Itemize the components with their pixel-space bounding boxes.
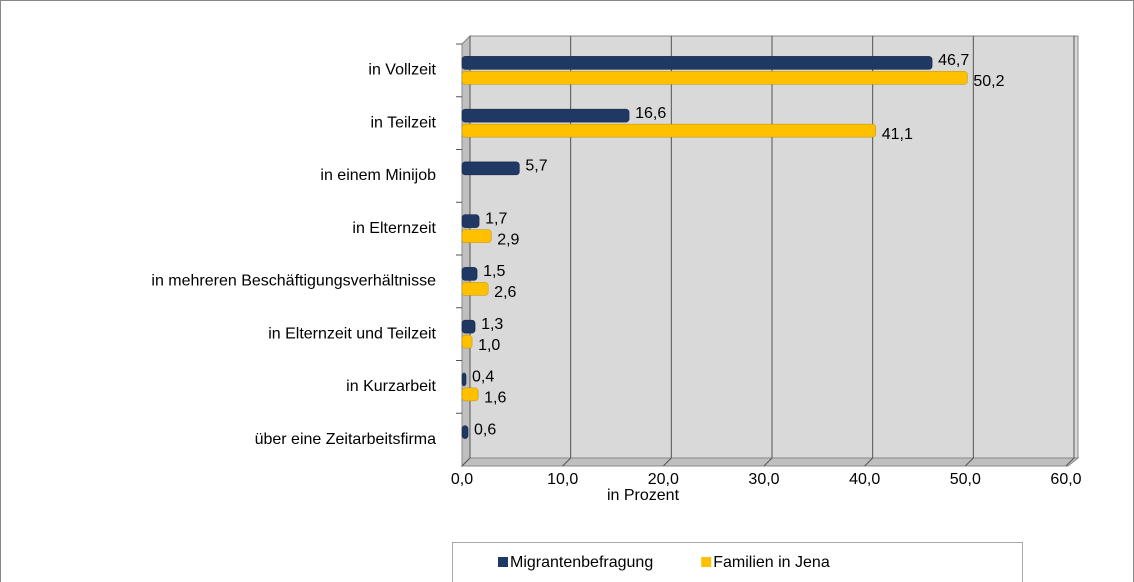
tick-mark [1065,457,1075,467]
value-label: 5,7 [525,158,547,175]
legend [452,542,1023,582]
value-label: 1,5 [483,263,505,280]
value-label: 50,2 [973,73,1004,90]
value-label: 46,7 [938,52,969,69]
value-label: 0,4 [472,369,494,386]
legend-label: Familien in Jena [713,554,830,571]
value-label: 1,6 [484,390,506,407]
y-tick-label: in Elternzeit und Teilzeit [268,325,436,342]
x-tick-label: 20,0 [648,471,679,488]
x-tick-label: 10,0 [547,471,578,488]
bar [461,123,876,138]
bar [461,319,476,334]
y-tick-label: in einem Minijob [320,167,436,184]
x-axis-label: in Prozent [607,487,680,504]
value-label: 0,6 [474,421,496,438]
tick-mark [964,457,974,467]
tick-mark [763,457,773,467]
x-tick-label: 40,0 [849,471,880,488]
value-label: 2,6 [494,284,516,301]
value-label: 16,6 [635,105,666,122]
bar [461,267,478,281]
value-label: 2,9 [497,231,519,248]
x-tick-label: 30,0 [748,471,779,488]
bar [461,56,933,70]
floor [460,457,1080,467]
legend-label: Migrantenbefragung [510,554,653,571]
value-label: 1,3 [481,316,503,333]
y-tick-label: in Elternzeit [352,220,436,237]
bar [461,161,520,176]
y-tick-label: in Teilzeit [370,114,436,131]
back-wall [469,35,1079,459]
bar [461,71,968,85]
bar [461,425,469,439]
y-tick-label: in Vollzeit [368,62,436,79]
bar [461,214,480,228]
bar [461,282,489,296]
bar [461,334,473,349]
x-tick-label: 0,0 [451,471,473,488]
bar [461,229,492,243]
value-label: 1,7 [485,210,507,227]
bar [461,372,467,387]
tick-mark [662,457,672,467]
side-wall [461,34,471,468]
tick-mark [864,457,874,467]
bar [461,387,479,402]
y-tick-label: in Kurzarbeit [346,378,436,395]
x-tick-label: 50,0 [950,471,981,488]
value-label: 41,1 [882,126,913,143]
bar [461,108,630,123]
tick-mark [562,457,572,467]
x-tick-label: 60,0 [1050,471,1081,488]
y-tick-label: über eine Zeitarbeitsfirma [255,431,437,448]
value-label: 1,0 [478,337,500,354]
y-tick-label: in mehreren Beschäftigungsverhältnisse [151,273,436,290]
legend-swatch [701,557,712,567]
tick-mark [461,457,471,467]
legend-swatch [498,557,508,567]
